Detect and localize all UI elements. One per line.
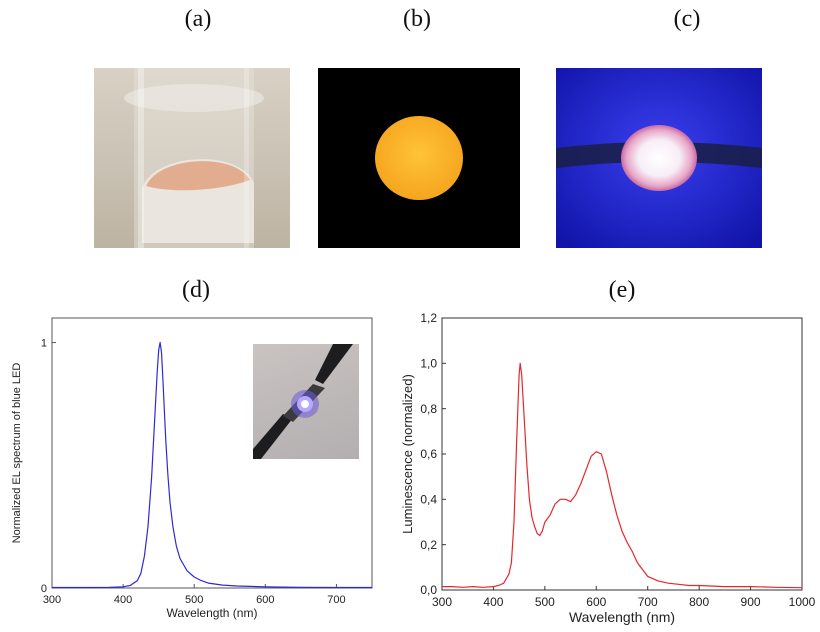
vial-photo	[94, 68, 290, 248]
chart-e-x-tick-label: 800	[689, 595, 709, 609]
chart-d-x-tick-label: 500	[185, 594, 203, 606]
led-glow-photo	[556, 68, 762, 248]
panel-label-a: (a)	[184, 6, 212, 32]
chart-e-y-tick-label: 0,8	[420, 402, 437, 416]
chart-e-x-tick-label: 500	[535, 595, 555, 609]
chart-d-el-spectrum: 300 400 500 600 700 0 1 Wavelength (nm) Normaliz…	[11, 317, 373, 620]
chart-d-x-tick-label: 400	[114, 594, 132, 606]
chart-d-x-tick-label: 700	[327, 594, 345, 606]
panel-label-c: (c)	[673, 6, 701, 32]
chart-d-x-tick-label: 600	[256, 594, 274, 606]
chart-e-x-tick-label: 400	[483, 595, 503, 609]
blue-led-inset-photo	[253, 344, 359, 459]
chart-e-x-tick-label: 700	[638, 595, 658, 609]
chart-e-y-tick-label: 0,4	[420, 493, 437, 507]
chart-e-x-tick-label: 600	[586, 595, 606, 609]
chart-e-x-tick-label: 300	[432, 595, 452, 609]
panel-label-d: (d)	[182, 277, 210, 303]
chart-e-series-line	[442, 362, 803, 589]
chart-d-y-tick-label: 1	[41, 337, 47, 349]
chart-d-plot-frame	[51, 317, 373, 589]
chart-d-x-tick-label: 300	[43, 594, 61, 606]
chart-e-y-tick-label: 1,0	[420, 357, 437, 371]
chart-e-x-tick-label: 1000	[789, 595, 816, 609]
chart-e-x-tick-label: 900	[741, 595, 761, 609]
chart-e-x-axis-label: Wavelength (nm)	[569, 609, 675, 625]
chart-e-y-tick-label: 1,2	[420, 311, 437, 325]
chart-e-y-tick-label: 0,2	[420, 538, 437, 552]
panel-label-e: (e)	[608, 277, 636, 303]
chart-e-y-tick-label: 0,0	[420, 583, 437, 597]
chart-e-plot-frame	[441, 317, 803, 591]
chart-e-y-tick-label: 0,6	[420, 447, 437, 461]
chart-d-series-line	[52, 341, 372, 589]
phosphor-disc-photo	[318, 68, 520, 248]
chart-d-y-tick-label: 0	[41, 583, 47, 595]
chart-e-luminescence: 300 400 500 600 700 800 900 1000 0,0 0,2 0,4 0,6 0,8…	[400, 311, 816, 625]
chart-e-y-axis-label: Luminescence (normalized)	[400, 374, 415, 534]
chart-d-x-axis-label: Wavelength (nm)	[167, 606, 258, 620]
panel-label-b: (b)	[403, 6, 431, 32]
chart-d-y-axis-label: Normalized EL spectrum of blue LED	[11, 363, 23, 544]
